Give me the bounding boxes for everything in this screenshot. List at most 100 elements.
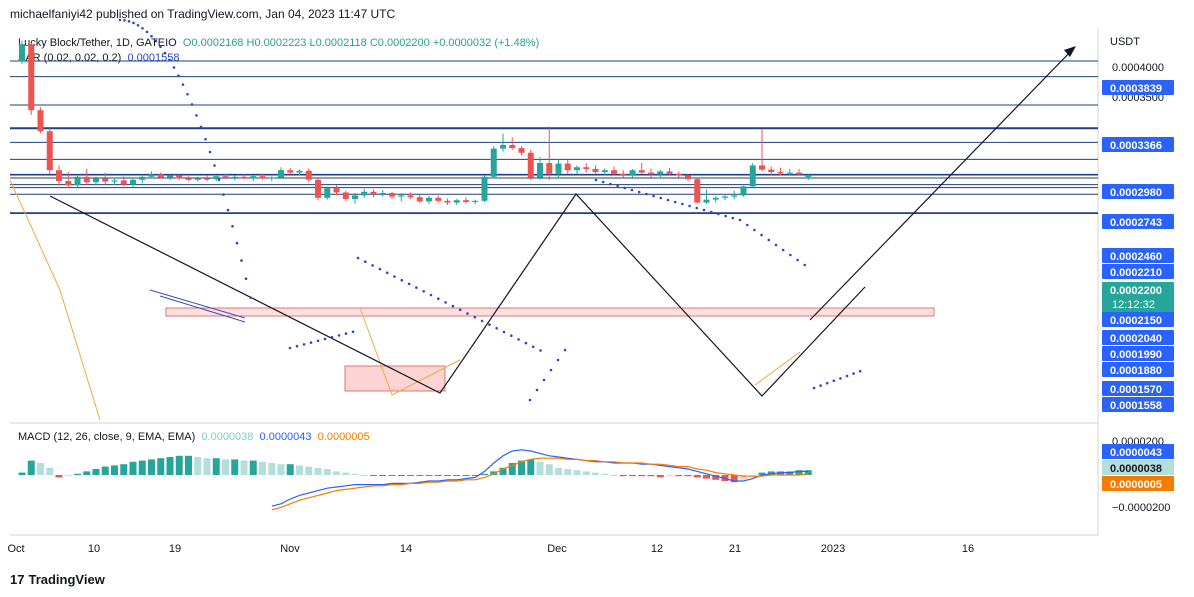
macd-histogram-bar	[804, 470, 812, 475]
macd-histogram-bar	[601, 473, 609, 475]
price-tag-label: 0.0003839	[1110, 83, 1162, 95]
orange-trendline	[9, 179, 101, 421]
candle-body	[28, 44, 35, 111]
sar-dot	[451, 304, 455, 308]
sar-dot	[738, 218, 742, 222]
candle-body	[796, 172, 802, 175]
sar-dot	[709, 210, 713, 214]
candle-body	[407, 195, 414, 198]
candle-body	[222, 176, 229, 178]
candle-body	[130, 179, 136, 185]
candle-body	[176, 175, 183, 179]
sar-dot	[208, 150, 212, 154]
price-tag-label: 0.0001880	[1110, 365, 1162, 377]
macd-signal-line	[271, 457, 809, 511]
candle-body	[342, 192, 349, 199]
macd-histogram-bar	[268, 463, 276, 475]
sar-dot	[473, 315, 477, 319]
candle-body	[250, 176, 257, 179]
price-tag-bg	[1102, 137, 1174, 152]
sar-dot	[127, 20, 131, 23]
sar-dot	[637, 190, 641, 194]
sar-dot	[344, 332, 348, 335]
macd-histogram-bar	[434, 475, 442, 476]
macd-histogram-bar	[370, 475, 377, 476]
candle-body	[268, 177, 275, 179]
candle-body	[56, 170, 62, 181]
candle-body	[213, 176, 220, 180]
candle-body	[416, 197, 423, 202]
candle-body	[194, 178, 201, 180]
sar-dot	[316, 339, 320, 343]
macd-histogram-bar	[693, 475, 701, 478]
sar-dot	[724, 214, 727, 218]
candle-body	[537, 163, 543, 178]
price-tag-bg	[1102, 214, 1174, 229]
pattern-zigzag	[49, 193, 866, 397]
macd-histogram-bar	[462, 475, 470, 476]
macd-histogram-bar	[471, 475, 479, 476]
candle-body	[620, 173, 627, 175]
sar-dot	[288, 346, 292, 350]
sar-dot	[422, 290, 426, 293]
macd-histogram-bar	[425, 475, 433, 476]
macd-histogram-bar	[573, 470, 581, 475]
candle-body	[805, 175, 812, 177]
ohlc-values: O0.0002168 H0.0002223 L0.0002118 C0.0002…	[182, 37, 540, 49]
sar-dot	[796, 258, 799, 262]
price-tag-label: 0.0001570	[1110, 384, 1162, 396]
candle-body	[740, 186, 747, 196]
macd-histogram-bar	[666, 475, 673, 477]
macd-histogram-bar	[795, 470, 803, 475]
candle-body	[527, 152, 534, 178]
candle-body	[574, 167, 580, 171]
candle-body	[694, 179, 701, 203]
candle-body	[703, 199, 710, 203]
candle-body	[601, 170, 608, 172]
arrow-head-icon	[1064, 46, 1076, 57]
candle-body	[370, 191, 377, 195]
candle-body	[139, 176, 146, 180]
sar-dot	[141, 26, 144, 30]
sar-dot	[480, 319, 484, 323]
macd-histogram-bar	[240, 460, 248, 475]
sar-dot	[594, 178, 598, 182]
publish-header: michaelfaniyi42 published on TradingView…	[10, 7, 396, 21]
sar-dot	[240, 259, 243, 262]
macd-histogram-bar	[175, 455, 183, 475]
macd-histogram-bar	[610, 475, 618, 476]
sar-dot	[213, 164, 216, 167]
candle-body	[453, 200, 460, 203]
sar-dot	[351, 330, 355, 334]
sar-dot	[717, 212, 720, 216]
macd-tag-label: 0.0000043	[1110, 447, 1162, 459]
price-tag-bg	[1102, 346, 1174, 361]
candle-body	[685, 175, 691, 180]
sar-dot	[195, 114, 198, 117]
candle-body	[648, 172, 654, 175]
sar-dot	[330, 335, 334, 339]
candle-body	[472, 200, 479, 202]
candle-body	[315, 179, 321, 198]
candle-body	[712, 197, 719, 200]
sar-dot	[172, 66, 176, 69]
macd-histogram-bar	[148, 459, 155, 475]
macd-histogram-bar	[101, 466, 109, 475]
sar-dot	[199, 125, 203, 129]
candle-body	[555, 163, 562, 174]
sar-dot	[852, 372, 855, 375]
macd-histogram-bar	[675, 475, 683, 477]
macd-histogram-bar	[55, 475, 63, 478]
sar-dot	[371, 264, 374, 267]
macd-histogram-bar	[92, 469, 100, 475]
sar-dot	[812, 386, 816, 390]
candle-body	[305, 170, 312, 180]
macd-histogram-bar	[730, 475, 738, 483]
sar-dot	[235, 241, 239, 245]
macd-histogram-bar	[619, 475, 627, 477]
price-tag-label: 0.0002200	[1110, 285, 1162, 297]
macd-histogram-bar	[323, 469, 331, 475]
candle-body	[74, 176, 81, 186]
candle-body	[185, 178, 192, 180]
